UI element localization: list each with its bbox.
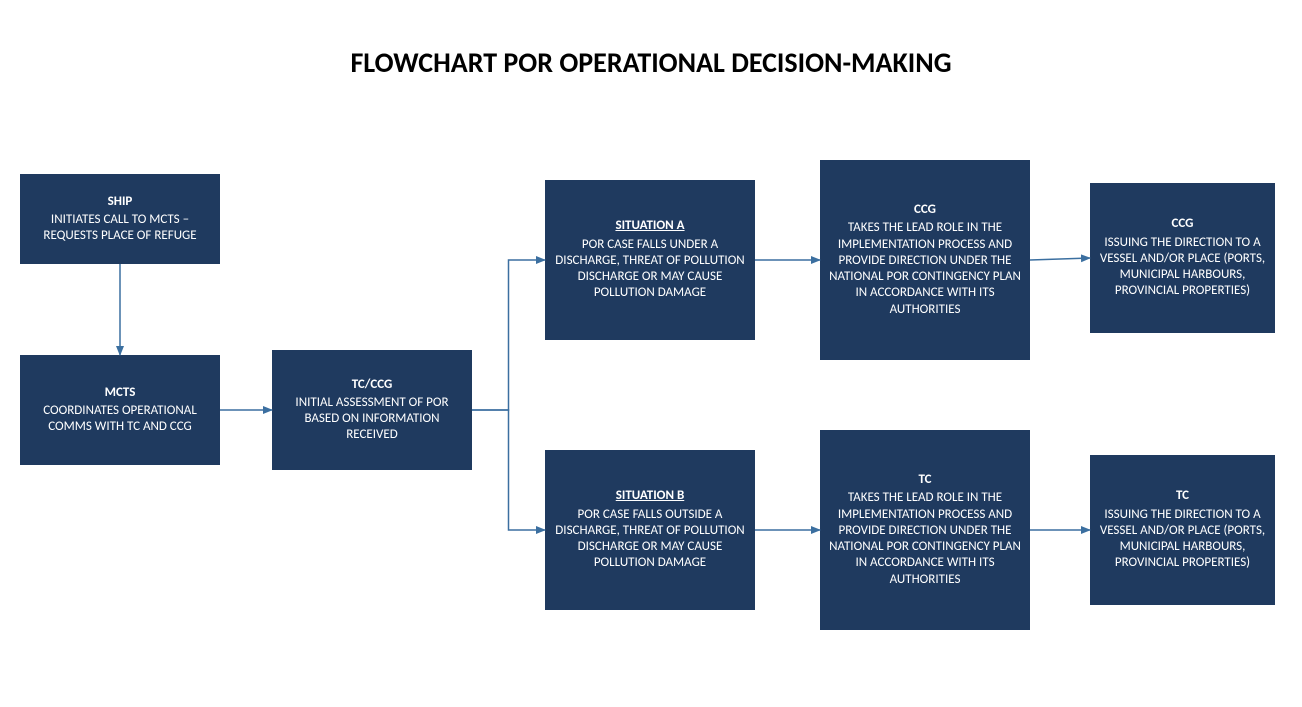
node-ship: SHIP INITIATES CALL TO MCTS – REQUESTS PL… bbox=[20, 174, 220, 264]
node-mcts-head: MCTS bbox=[105, 385, 136, 401]
node-sitA: SITUATION A POR CASE FALLS UNDER A DISCHA… bbox=[545, 180, 755, 340]
node-tcIssue-body: ISSUING THE DIRECTION TO A VESSEL AND/OR… bbox=[1098, 507, 1267, 572]
node-ship-body: INITIATES CALL TO MCTS – REQUESTS PLACE … bbox=[28, 212, 212, 245]
node-tcccg-head: TC/CCG bbox=[352, 377, 393, 393]
node-ccgIssue-body: ISSUING THE DIRECTION TO A VESSEL AND/OR… bbox=[1098, 235, 1267, 300]
edge-ccgLead-ccgIssue bbox=[1030, 258, 1090, 260]
page-title: FLOWCHART POR OPERATIONAL DECISION-MAKIN… bbox=[0, 45, 1302, 80]
node-sitA-body: POR CASE FALLS UNDER A DISCHARGE, THREAT… bbox=[553, 237, 747, 302]
node-tcLead: TC TAKES THE LEAD ROLE IN THE IMPLEMENTAT… bbox=[820, 430, 1030, 630]
node-ccgLead-head: CCG bbox=[914, 202, 936, 218]
node-tcccg-body: INITIAL ASSESSMENT OF POR BASED ON INFOR… bbox=[280, 395, 464, 444]
node-tcLead-head: TC bbox=[918, 472, 931, 488]
edge-tcccg-sitA bbox=[472, 260, 545, 410]
node-ccgIssue: CCG ISSUING THE DIRECTION TO A VESSEL AND… bbox=[1090, 183, 1275, 333]
node-tcIssue: TC ISSUING THE DIRECTION TO A VESSEL AND/… bbox=[1090, 455, 1275, 605]
node-ccgLead: CCG TAKES THE LEAD ROLE IN THE IMPLEMENTA… bbox=[820, 160, 1030, 360]
edge-tcccg-sitB bbox=[472, 410, 545, 530]
node-tcIssue-head: TC bbox=[1176, 488, 1189, 504]
node-mcts-body: COORDINATES OPERATIONAL COMMS WITH TC AN… bbox=[28, 403, 212, 436]
node-tcccg: TC/CCG INITIAL ASSESSMENT OF POR BASED ON… bbox=[272, 350, 472, 470]
node-ccgLead-body: TAKES THE LEAD ROLE IN THE IMPLEMENTATIO… bbox=[828, 220, 1022, 318]
node-sitB: SITUATION B POR CASE FALLS OUTSIDE A DISC… bbox=[545, 450, 755, 610]
node-ccgIssue-head: CCG bbox=[1172, 216, 1194, 232]
node-ship-head: SHIP bbox=[108, 194, 133, 210]
node-sitB-body: POR CASE FALLS OUTSIDE A DISCHARGE, THRE… bbox=[553, 507, 747, 572]
node-mcts: MCTS COORDINATES OPERATIONAL COMMS WITH T… bbox=[20, 355, 220, 465]
node-sitB-head: SITUATION B bbox=[616, 488, 685, 504]
node-sitA-head: SITUATION A bbox=[615, 218, 684, 234]
node-tcLead-body: TAKES THE LEAD ROLE IN THE IMPLEMENTATIO… bbox=[828, 490, 1022, 588]
